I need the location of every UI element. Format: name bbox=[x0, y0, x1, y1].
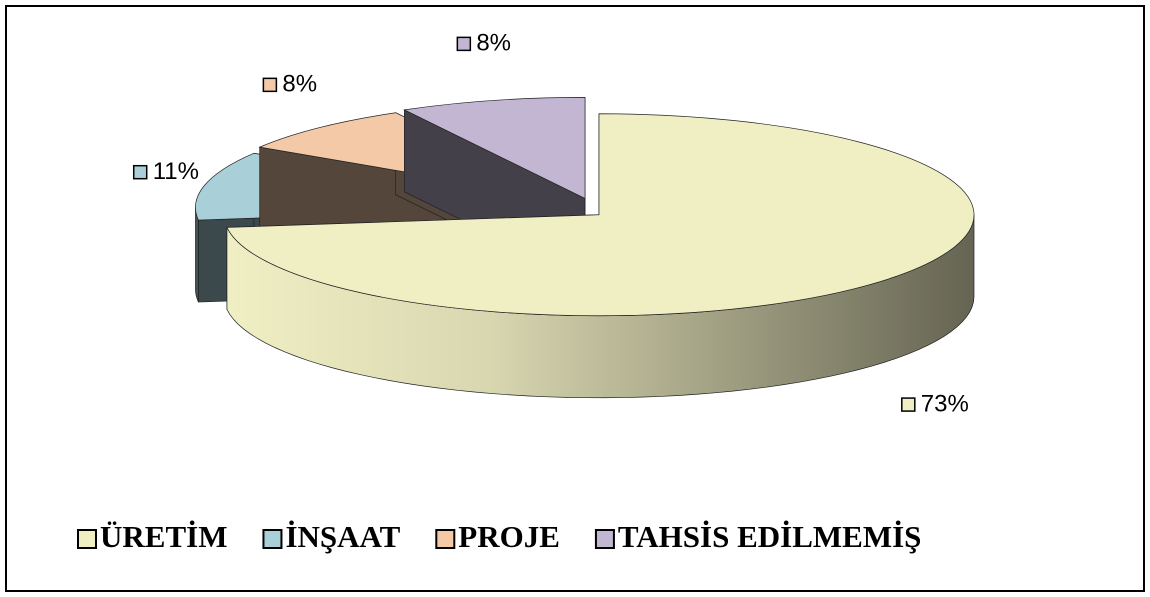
legend-swatch bbox=[262, 529, 283, 549]
legend-swatch bbox=[594, 529, 615, 549]
slice bbox=[226, 113, 975, 317]
label-swatch bbox=[901, 397, 916, 412]
legend-swatch bbox=[77, 529, 97, 549]
value-label: 73% bbox=[921, 390, 969, 417]
label-swatch bbox=[456, 36, 472, 52]
value-label: 8% bbox=[282, 71, 317, 98]
label-swatch bbox=[262, 77, 278, 93]
legend-label: İNŞAAT bbox=[285, 519, 400, 554]
legend-label: TAHSİS EDİLMEMİŞ bbox=[618, 519, 921, 554]
legend-label: PROJE bbox=[458, 519, 560, 554]
slice bbox=[403, 97, 586, 199]
slice-side bbox=[195, 207, 199, 303]
legend-swatch bbox=[435, 529, 456, 549]
label-swatch bbox=[132, 164, 148, 180]
legend-label: ÜRETİM bbox=[100, 519, 227, 554]
value-label: 11% bbox=[153, 158, 199, 185]
value-label: 8% bbox=[476, 30, 511, 57]
